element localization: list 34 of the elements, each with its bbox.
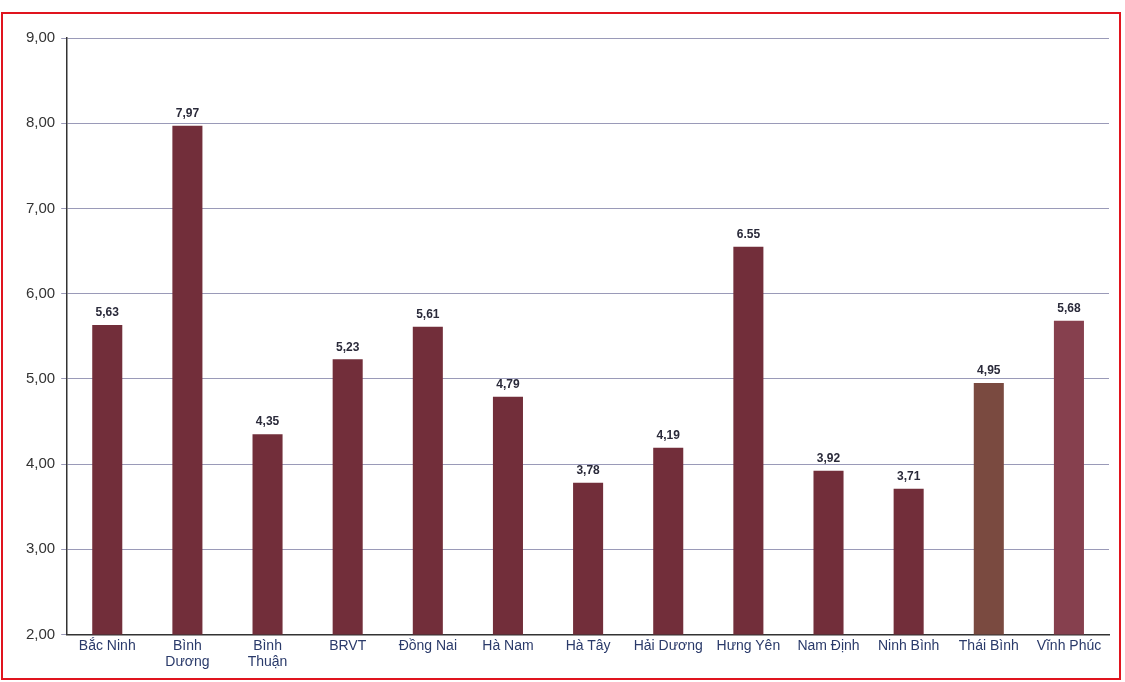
data-label: 6.55 [736, 227, 761, 242]
data-label: 5,61 [416, 307, 440, 322]
data-label: 3,78 [576, 463, 601, 478]
x-tick-label: Hà Tây [565, 636, 611, 653]
x-tick-label: Bình Thuận [247, 636, 288, 670]
data-label: 3,92 [816, 451, 841, 466]
x-tick-label: Hà Nam [482, 636, 534, 653]
data-label: 4,19 [656, 428, 681, 443]
data-label: 4,79 [496, 377, 520, 391]
data-label: 4,35 [255, 414, 280, 429]
x-tick-label: Đồng Nai [398, 636, 458, 653]
data-label: 3,71 [896, 469, 921, 484]
y-tick-label: 2,00 [25, 624, 56, 642]
x-tick-label: Hưng Yên [716, 636, 781, 653]
x-tick-label: BRVT [329, 636, 367, 653]
y-tick-label: 7,00 [25, 198, 56, 216]
y-tick-label: 9,00 [25, 28, 56, 46]
data-label: 5,68 [1057, 301, 1081, 316]
data-label: 5,63 [95, 305, 120, 320]
x-tick-label: Vĩnh Phúc [1036, 636, 1102, 653]
data-label: 7,97 [175, 106, 200, 121]
y-tick-label: 8,00 [25, 113, 56, 131]
x-tick-label: Bắc Ninh [78, 636, 136, 653]
y-tick-label: 6,00 [25, 283, 56, 301]
x-tick-label: Hải Dương [633, 636, 703, 653]
y-tick-label: 3,00 [25, 539, 56, 557]
y-tick-label: 4,00 [25, 454, 56, 472]
data-label: 4,95 [977, 363, 1001, 378]
x-tick-label: Ninh Bình [877, 636, 940, 653]
x-tick-label: Nam Định [797, 636, 860, 653]
data-label: 5,23 [336, 339, 360, 354]
y-tick-label: 5,00 [25, 368, 56, 386]
x-tick-label: Thái Bình [958, 636, 1019, 653]
x-tick-label: Bình Dương [165, 636, 210, 670]
